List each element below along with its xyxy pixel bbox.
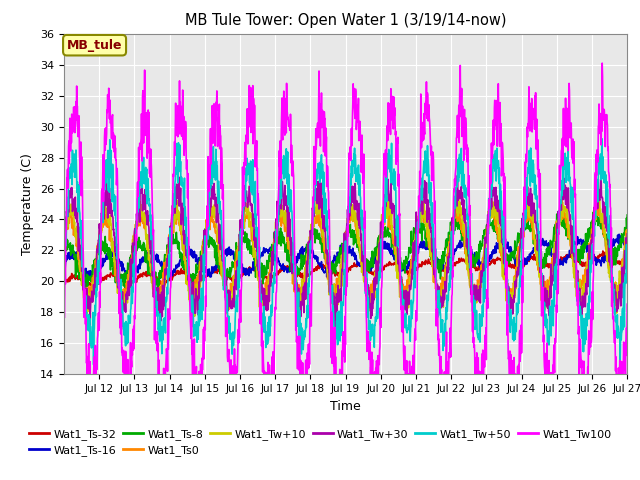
X-axis label: Time: Time [330,400,361,413]
Text: MB_tule: MB_tule [67,39,122,52]
Title: MB Tule Tower: Open Water 1 (3/19/14-now): MB Tule Tower: Open Water 1 (3/19/14-now… [185,13,506,28]
Y-axis label: Temperature (C): Temperature (C) [22,153,35,255]
Legend: Wat1_Ts-32, Wat1_Ts-16, Wat1_Ts-8, Wat1_Ts0, Wat1_Tw+10, Wat1_Tw+30, Wat1_Tw+50,: Wat1_Ts-32, Wat1_Ts-16, Wat1_Ts-8, Wat1_… [24,424,616,460]
